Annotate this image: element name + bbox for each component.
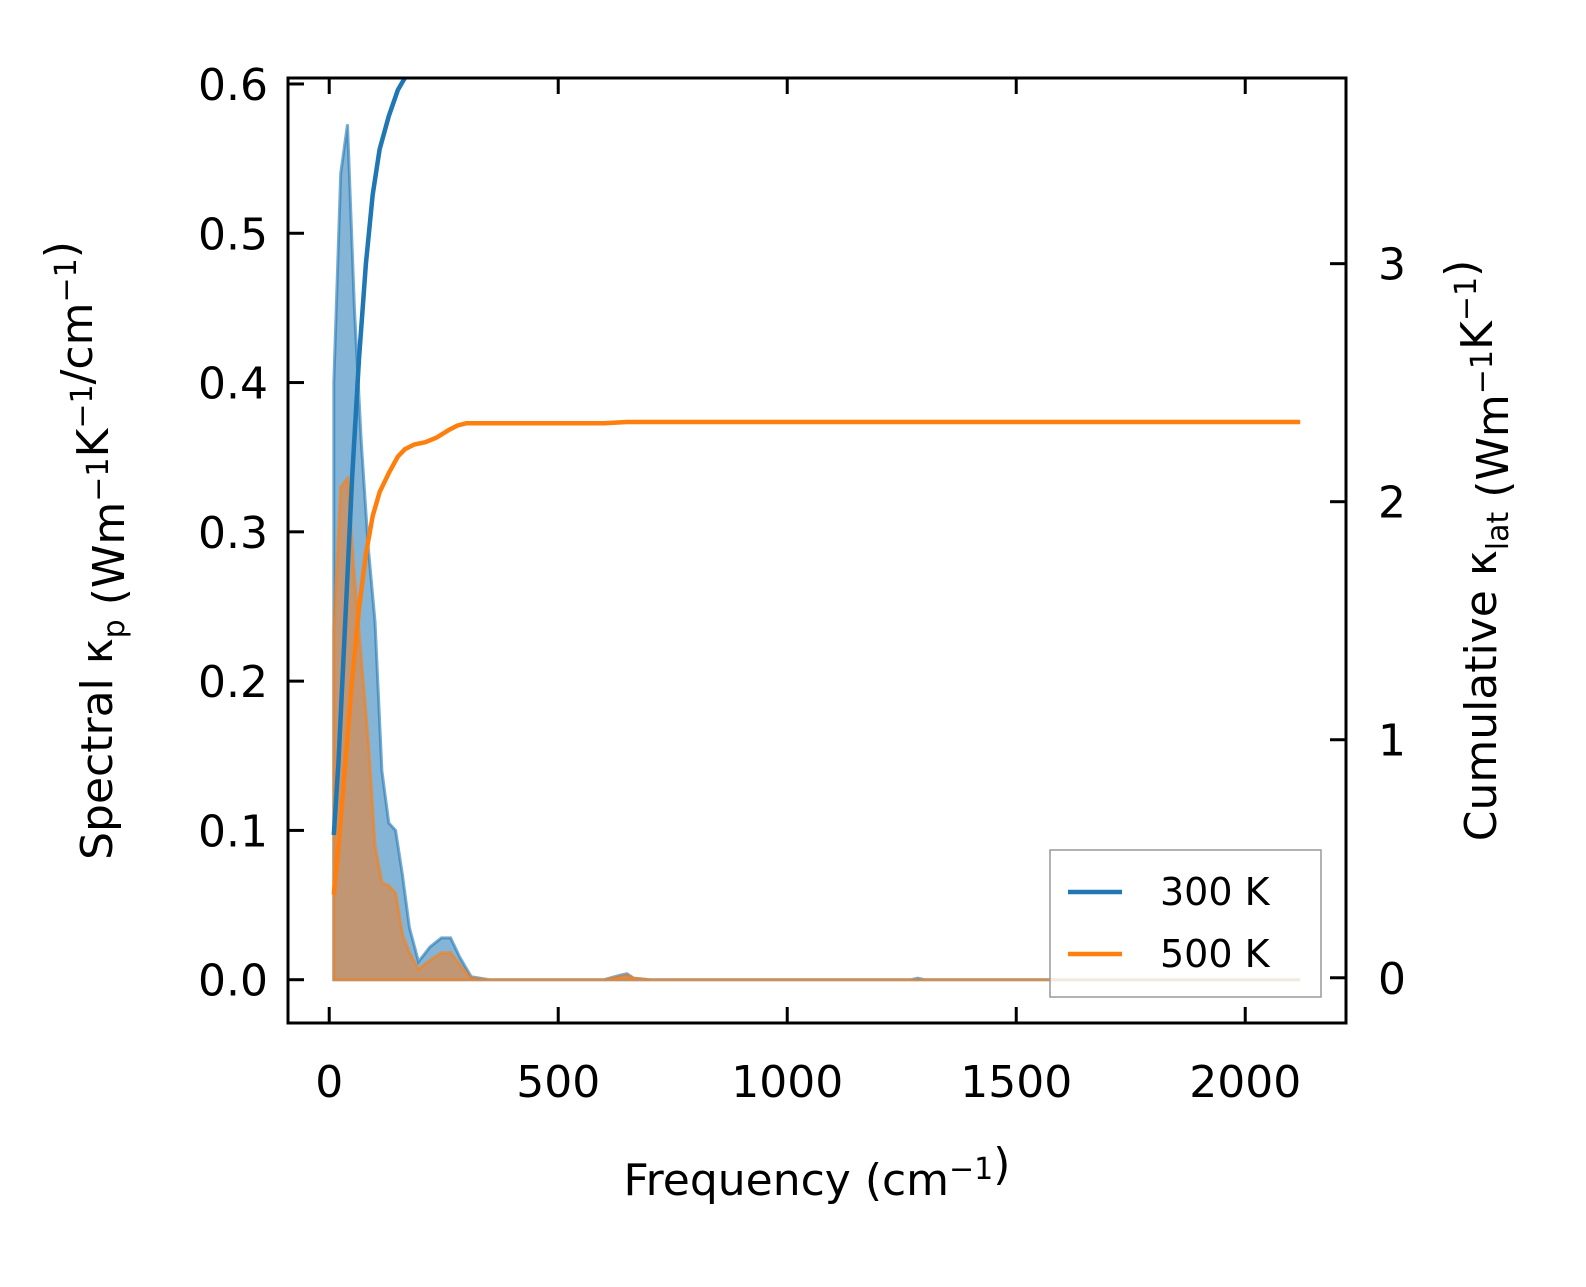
legend-box (1049, 849, 1322, 998)
spectral-fills (332, 124, 1301, 982)
y-left-tick-label: 0.5 (198, 209, 268, 260)
spectral-area-1 (332, 474, 1301, 982)
cumulative-line-1 (331, 419, 1301, 895)
axis-labels: 0 500 1000 1500 2000 0.0 0.1 0.2 0.3 0.4 0.5 0.6 0 1 2… (36, 60, 1519, 1206)
x-tick-label: 2000 (1189, 1057, 1301, 1108)
legend-label-1: 500 K (1160, 932, 1271, 976)
x-axis-label: Frequency (cm−1) (624, 1139, 1011, 1206)
legend-label-0: 300 K (1160, 870, 1271, 914)
y-left-tick-label: 0.6 (198, 60, 268, 111)
y-left-axis-label: Spectral κp (Wm−1K−1/cm−1) (36, 241, 135, 860)
y-left-tick-label: 0.2 (198, 657, 268, 708)
x-tick-label: 500 (516, 1057, 600, 1108)
y-right-tick-label: 0 (1378, 954, 1406, 1005)
cumulative-lines (331, 78, 1301, 895)
y-left-tick-label: 0.3 (198, 508, 268, 559)
x-tick-label: 1000 (731, 1057, 843, 1108)
plot-frame (286, 76, 1348, 1025)
y-right-axis-label: Cumulative κlat (Wm−1K−1) (1436, 260, 1519, 842)
axis-ticks (288, 78, 1346, 1023)
cumulative-line-0 (331, 78, 409, 836)
x-tick-label: 1500 (960, 1057, 1072, 1108)
x-tick-label: 0 (315, 1057, 343, 1108)
y-right-tick-label: 3 (1378, 240, 1406, 291)
y-left-tick-label: 0.1 (198, 806, 268, 857)
legend: 300 K 500 K (1049, 849, 1322, 998)
y-right-tick-label: 2 (1378, 478, 1406, 529)
y-left-tick-label: 0.4 (198, 359, 268, 410)
y-right-tick-label: 1 (1378, 716, 1406, 767)
y-left-tick-label: 0.0 (198, 956, 268, 1007)
